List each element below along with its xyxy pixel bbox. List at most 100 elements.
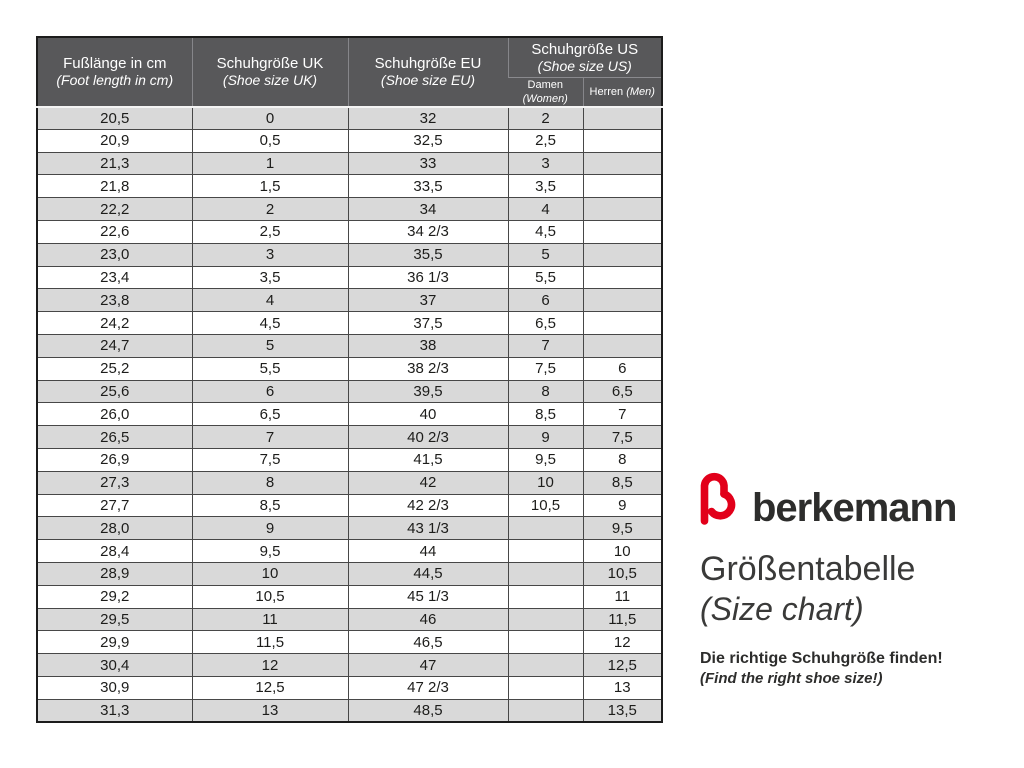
cell-us-women bbox=[507, 653, 584, 677]
page-title-translation: (Size chart) bbox=[700, 590, 864, 627]
cell-eu: 33 bbox=[347, 151, 509, 176]
cell-us-men: 10 bbox=[582, 539, 663, 563]
cell-us-men bbox=[582, 265, 663, 290]
table-row: 29,2 10,5 45 1/3 11 bbox=[36, 584, 663, 609]
cell-uk: 7,5 bbox=[191, 447, 349, 472]
cell-foot-length: 21,3 bbox=[36, 151, 193, 176]
cell-us-men bbox=[582, 174, 663, 199]
size-table-body: 20,5 0 32 2 20,9 0,5 32,5 2,5 21,3 1 33 3 21,8 1,5 33,… bbox=[36, 106, 663, 723]
cell-foot-length: 20,5 bbox=[36, 106, 193, 130]
cell-eu: 46 bbox=[347, 607, 509, 632]
cell-foot-length: 28,9 bbox=[36, 561, 193, 586]
cell-us-women: 6 bbox=[507, 288, 584, 313]
cell-us-women bbox=[507, 607, 584, 632]
cell-us-women: 2 bbox=[507, 106, 584, 130]
cell-us-men: 9 bbox=[582, 493, 663, 518]
cell-us-women: 10 bbox=[507, 470, 584, 495]
cell-eu: 41,5 bbox=[347, 447, 509, 472]
cell-us-men: 6 bbox=[582, 356, 663, 381]
col-header-eu-en: (Shoe size EU) bbox=[380, 72, 476, 89]
cell-us-women bbox=[507, 675, 584, 700]
cell-foot-length: 22,6 bbox=[36, 219, 193, 244]
col-header-eu-de: Schuhgröße EU bbox=[374, 55, 482, 73]
us-men-label-en: (Men) bbox=[626, 85, 655, 98]
col-header-uk-de: Schuhgröße UK bbox=[216, 55, 324, 73]
table-row: 25,6 6 39,5 8 6,5 bbox=[36, 379, 663, 404]
tagline: Die richtige Schuhgröße finden! bbox=[700, 650, 943, 668]
cell-us-women: 10,5 bbox=[507, 493, 584, 518]
cell-us-women bbox=[507, 561, 584, 586]
cell-uk: 10 bbox=[191, 561, 349, 586]
cell-foot-length: 26,5 bbox=[36, 425, 193, 449]
cell-us-men: 9,5 bbox=[582, 516, 663, 541]
table-row: 21,8 1,5 33,5 3,5 bbox=[36, 174, 663, 199]
table-row: 27,3 8 42 10 8,5 bbox=[36, 470, 663, 495]
cell-us-men: 11,5 bbox=[582, 607, 663, 632]
cell-us-men: 12,5 bbox=[582, 653, 663, 677]
table-row: 26,5 7 40 2/3 9 7,5 bbox=[36, 425, 663, 449]
col-header-uk-en: (Shoe size UK) bbox=[222, 72, 318, 89]
table-row: 29,9 11,5 46,5 12 bbox=[36, 630, 663, 655]
cell-us-women: 6,5 bbox=[507, 311, 584, 335]
cell-eu: 39,5 bbox=[347, 379, 509, 404]
col-header-us-women: Damen (Women) bbox=[508, 76, 583, 107]
cell-us-men: 13 bbox=[582, 675, 663, 700]
brand-panel: berkemann Größentabelle (Size chart) Die… bbox=[698, 468, 1018, 688]
cell-eu: 47 2/3 bbox=[347, 675, 509, 700]
cell-uk: 7 bbox=[191, 425, 349, 449]
cell-foot-length: 28,0 bbox=[36, 516, 193, 541]
cell-us-men bbox=[582, 333, 663, 358]
cell-foot-length: 22,2 bbox=[36, 197, 193, 221]
size-table-header: Fußlänge in cm (Foot length in cm) Schuh… bbox=[37, 37, 663, 107]
cell-uk: 12,5 bbox=[191, 675, 349, 700]
table-row: 28,9 10 44,5 10,5 bbox=[36, 561, 663, 586]
cell-uk: 13 bbox=[191, 698, 349, 723]
table-row: 24,7 5 38 7 bbox=[36, 333, 663, 358]
cell-uk: 3,5 bbox=[191, 265, 349, 290]
cell-us-women: 2,5 bbox=[507, 128, 584, 153]
cell-eu: 44 bbox=[347, 539, 509, 563]
cell-us-women: 5,5 bbox=[507, 265, 584, 290]
us-women-label-en: (Women) bbox=[522, 92, 568, 105]
table-row: 31,3 13 48,5 13,5 bbox=[36, 698, 663, 723]
table-row: 25,2 5,5 38 2/3 7,5 6 bbox=[36, 356, 663, 381]
cell-us-women bbox=[507, 698, 584, 723]
table-row: 29,5 11 46 11,5 bbox=[36, 607, 663, 632]
cell-us-women bbox=[507, 516, 584, 541]
cell-us-women: 9,5 bbox=[507, 447, 584, 472]
table-row: 28,0 9 43 1/3 9,5 bbox=[36, 516, 663, 541]
cell-eu: 46,5 bbox=[347, 630, 509, 655]
cell-us-women: 7 bbox=[507, 333, 584, 358]
cell-foot-length: 28,4 bbox=[36, 539, 193, 563]
cell-uk: 6 bbox=[191, 379, 349, 404]
cell-foot-length: 30,9 bbox=[36, 675, 193, 700]
cell-uk: 4,5 bbox=[191, 311, 349, 335]
col-header-uk: Schuhgröße UK (Shoe size UK) bbox=[191, 37, 348, 107]
cell-uk: 3 bbox=[191, 242, 349, 267]
cell-us-women: 5 bbox=[507, 242, 584, 267]
cell-us-men: 12 bbox=[582, 630, 663, 655]
cell-eu: 37,5 bbox=[347, 311, 509, 335]
cell-foot-length: 25,6 bbox=[36, 379, 193, 404]
cell-us-women: 7,5 bbox=[507, 356, 584, 381]
cell-us-men bbox=[582, 151, 663, 176]
table-row: 22,6 2,5 34 2/3 4,5 bbox=[36, 219, 663, 244]
brand-logo-row: berkemann bbox=[698, 468, 1018, 528]
table-row: 24,2 4,5 37,5 6,5 bbox=[36, 311, 663, 335]
cell-eu: 35,5 bbox=[347, 242, 509, 267]
cell-us-men bbox=[582, 197, 663, 221]
cell-eu: 37 bbox=[347, 288, 509, 313]
table-row: 26,9 7,5 41,5 9,5 8 bbox=[36, 447, 663, 472]
cell-eu: 44,5 bbox=[347, 561, 509, 586]
cell-foot-length: 27,7 bbox=[36, 493, 193, 518]
cell-us-men: 8 bbox=[582, 447, 663, 472]
cell-foot-length: 23,4 bbox=[36, 265, 193, 290]
table-row: 21,3 1 33 3 bbox=[36, 151, 663, 176]
cell-us-men: 13,5 bbox=[582, 698, 663, 723]
cell-uk: 10,5 bbox=[191, 584, 349, 609]
cell-us-women: 9 bbox=[507, 425, 584, 449]
cell-us-men bbox=[582, 106, 663, 130]
table-row: 23,0 3 35,5 5 bbox=[36, 242, 663, 267]
cell-uk: 11 bbox=[191, 607, 349, 632]
table-row: 20,5 0 32 2 bbox=[36, 106, 663, 130]
